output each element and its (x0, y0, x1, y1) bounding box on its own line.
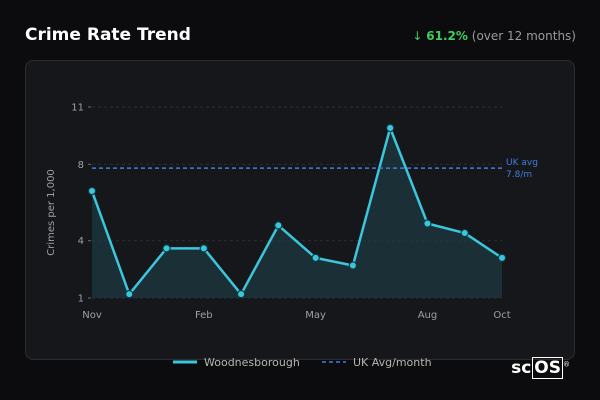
data-point (348, 261, 358, 270)
delta-note: (over 12 months) (471, 29, 576, 43)
x-tick-label: Aug (418, 310, 438, 321)
x-tick-label: Oct (493, 310, 510, 321)
data-point (87, 186, 97, 196)
x-tick-label: Nov (82, 310, 102, 321)
chart-header: Crime Rate Trend ↓ 61.2% (over 12 months… (25, 25, 576, 49)
crime-rate-chart: 1 4 8 11 Nov Feb May Aug Oct Crimes per 1,000 U… (46, 103, 538, 370)
y-tick-label: 11 (71, 103, 84, 114)
data-point (274, 221, 283, 230)
y-tick-label: 4 (78, 236, 84, 247)
uk-average-label: UK avg (506, 158, 538, 168)
trend-delta: ↓ 61.2% (over 12 months) (412, 29, 576, 43)
y-tick-label: 8 (78, 160, 84, 171)
data-point (125, 289, 134, 299)
data-point (423, 219, 432, 228)
y-axis-label: Crimes per 1,000 (46, 169, 57, 256)
legend-label-woodnesborough: Woodnesborough (204, 356, 300, 369)
data-point (236, 289, 246, 299)
data-point (311, 253, 320, 263)
scos-logo: sc OS ® (511, 357, 570, 379)
uk-average-value: 7.8/m (506, 170, 532, 180)
page-title: Crime Rate Trend (25, 25, 191, 45)
down-arrow-icon: ↓ (412, 29, 423, 43)
data-point (460, 228, 469, 238)
legend: Woodnesborough UK Avg/month (173, 356, 432, 369)
series-layer (87, 123, 507, 299)
chart-card: 1 4 8 11 Nov Feb May Aug Oct Crimes per 1,000 U… (25, 60, 575, 370)
y-tick-label: 1 (78, 294, 84, 305)
y-tick-labels: 1 4 8 11 (71, 103, 84, 305)
x-tick-label: Feb (195, 310, 213, 321)
series-area (92, 128, 502, 298)
data-point (162, 244, 171, 253)
x-tick-label: May (305, 310, 326, 321)
data-point (199, 244, 209, 253)
legend-label-uk-avg: UK Avg/month (353, 356, 432, 369)
delta-percent: 61.2% (426, 29, 468, 43)
series-line (90, 126, 503, 296)
x-tick-labels: Nov Feb May Aug Oct (82, 310, 510, 321)
uk-average-layer: UK avg 7.8/m (92, 158, 538, 180)
data-point (497, 253, 507, 263)
data-point (385, 123, 395, 133)
